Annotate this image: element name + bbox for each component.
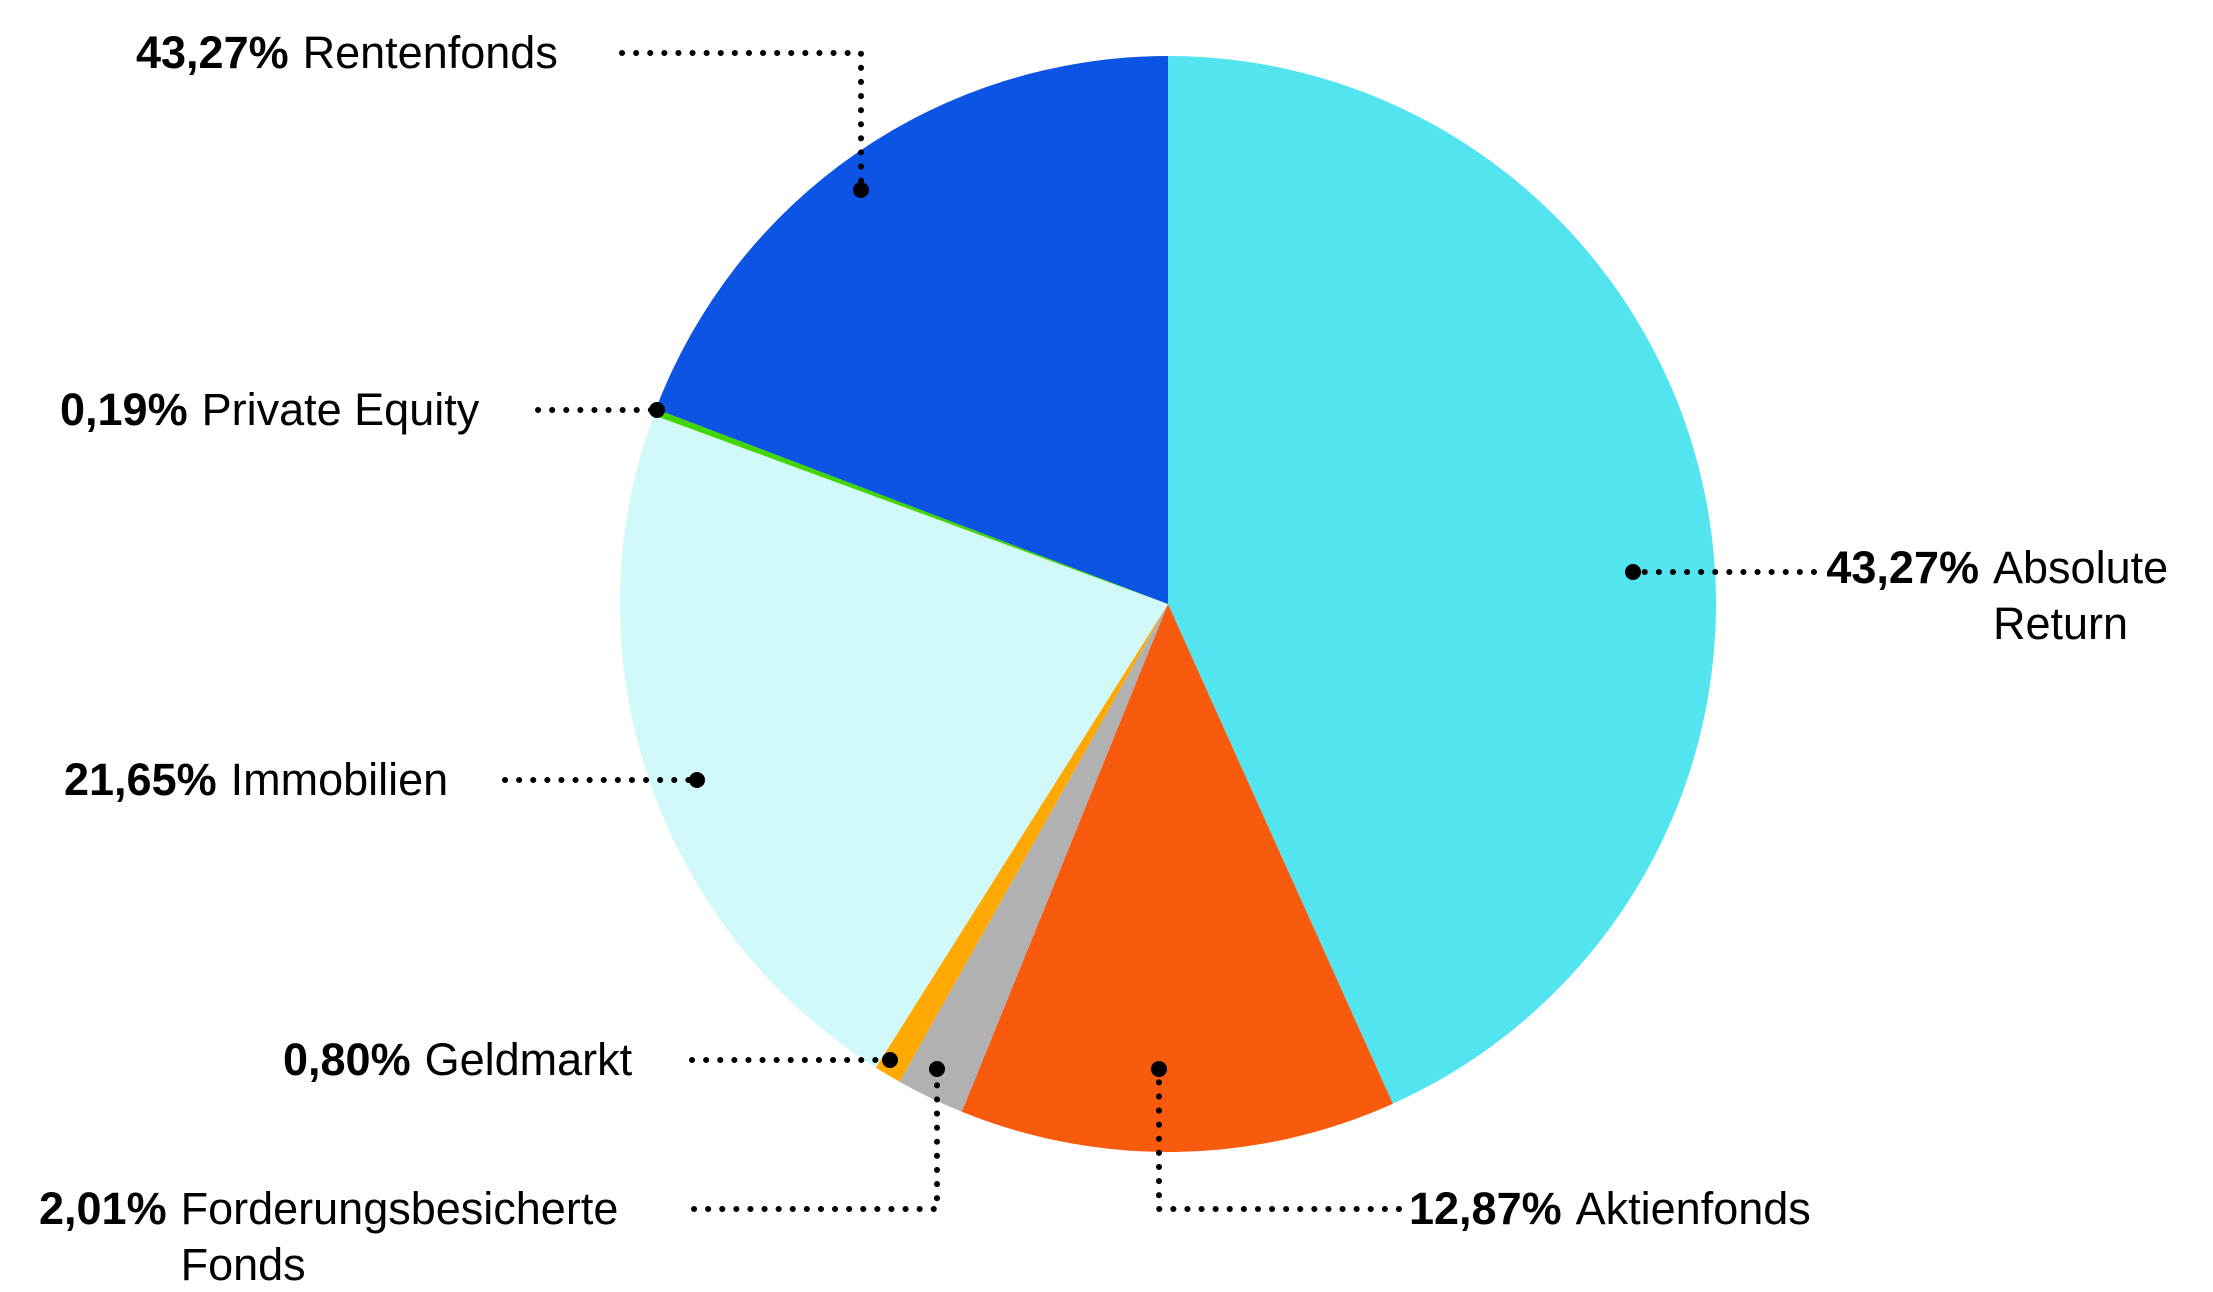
label-rentenfonds-pct: 43,27% (136, 27, 289, 78)
pie-slice-private-equity (653, 409, 1168, 604)
label-aktienfonds-pct: 12,87% (1409, 1183, 1562, 1234)
label-geldmarkt: 0,80% Geldmarkt (283, 1032, 632, 1088)
label-private-equity: 0,19% Private Equity (60, 382, 479, 438)
leader-dot-geldmarkt (882, 1052, 898, 1068)
leader-dot-aktienfonds (1151, 1061, 1167, 1077)
pie-slice-forderungsbesicherte-fonds (899, 604, 1168, 1112)
label-forderungsbesicherte-fonds-pct: 2,01% (39, 1183, 167, 1234)
label-absolute-return-pct: 43,27% (1826, 542, 1979, 593)
pie-slice-immobilien (619, 415, 1168, 1068)
leader-dot-absolute-return (1625, 564, 1641, 580)
label-rentenfonds: 43,27% Rentenfonds (136, 25, 558, 81)
label-geldmarkt-name: Geldmarkt (424, 1034, 633, 1085)
leader-line-aktienfonds (1156, 1066, 1402, 1212)
pie-slices (619, 56, 1716, 1152)
pie-slice-aktienfonds (961, 604, 1393, 1152)
leader-dot-rentenfonds (853, 182, 869, 198)
pie-slice-geldmarkt (875, 604, 1168, 1082)
label-aktienfonds: 12,87% Aktienfonds (1409, 1181, 1811, 1237)
label-forderungsbesicherte-fonds-name: Forderungsbesicherte Fonds (180, 1183, 619, 1290)
leader-line-forderungsbesicherte-fonds (691, 1066, 940, 1212)
label-rentenfonds-name: Rentenfonds (302, 27, 558, 78)
label-immobilien: 21,65% Immobilien (64, 752, 448, 808)
label-geldmarkt-pct: 0,80% (283, 1034, 411, 1085)
leader-dot-immobilien (689, 772, 705, 788)
label-forderungsbesicherte-fonds: 2,01% Forderungsbesicherte Fonds (39, 1181, 661, 1292)
label-absolute-return-name: Absolute Return (1993, 542, 2169, 649)
leader-dot-private-equity (649, 402, 665, 418)
label-immobilien-pct: 21,65% (64, 754, 217, 805)
label-immobilien-name: Immobilien (230, 754, 449, 805)
label-private-equity-name: Private Equity (201, 384, 480, 435)
leader-line-rentenfonds (619, 50, 864, 193)
label-private-equity-pct: 0,19% (60, 384, 188, 435)
label-absolute-return: 43,27% Absolute Return (1826, 540, 2207, 652)
leader-lines (502, 50, 1817, 1212)
pie-slice-rentenfonds (655, 56, 1168, 604)
leader-dot-forderungsbesicherte-fonds (929, 1061, 945, 1077)
label-aktienfonds-name: Aktienfonds (1575, 1183, 1811, 1234)
pie-slice-absolute-return (1168, 56, 1716, 1104)
